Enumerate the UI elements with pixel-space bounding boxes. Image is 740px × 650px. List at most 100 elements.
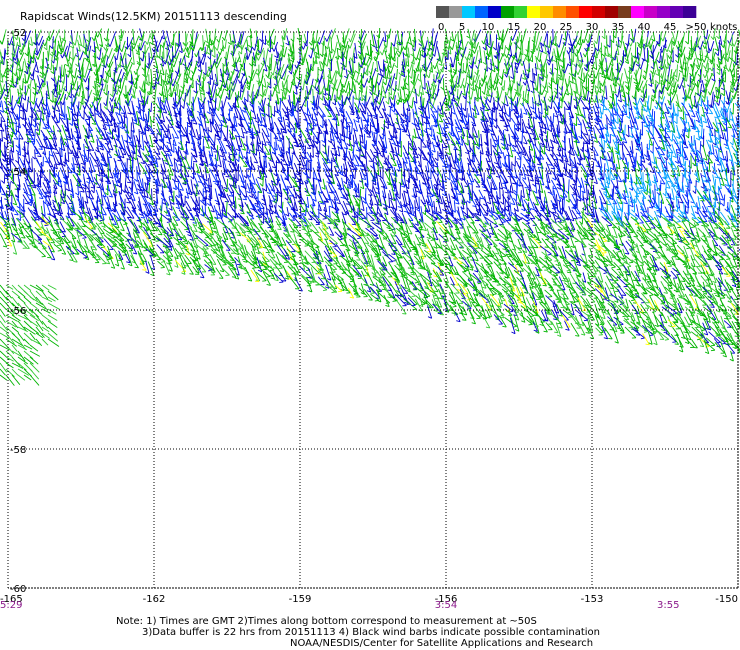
legend-swatch xyxy=(449,6,463,18)
legend-swatch xyxy=(618,6,632,18)
wind-barb xyxy=(151,40,158,53)
wind-barb xyxy=(320,52,327,66)
wind-barb xyxy=(664,103,670,115)
wind-barb xyxy=(269,223,279,239)
wind-barb xyxy=(418,63,425,73)
wind-barb xyxy=(251,173,256,185)
wind-barb xyxy=(642,67,648,79)
wind-barb xyxy=(60,64,66,78)
wind-barb xyxy=(707,80,716,96)
wind-barb xyxy=(70,110,78,122)
wind-barb xyxy=(281,68,287,81)
wind-barb xyxy=(161,101,168,114)
wind-barb xyxy=(30,90,37,105)
wind-barb xyxy=(381,101,386,111)
wind-barb xyxy=(695,127,701,141)
wind-barb xyxy=(418,30,425,43)
wind-barb xyxy=(245,46,253,60)
wind-barb xyxy=(328,194,334,209)
wind-barb xyxy=(35,221,44,234)
wind-barb xyxy=(714,36,719,52)
wind-barb xyxy=(72,31,79,46)
wind-barb xyxy=(401,66,406,78)
wind-barb xyxy=(60,40,67,53)
wind-barb xyxy=(408,218,415,228)
wind-barb xyxy=(94,151,99,162)
wind-barb xyxy=(214,67,219,86)
wind-barb xyxy=(432,56,441,70)
wind-barb xyxy=(557,67,563,81)
wind-barb xyxy=(472,42,480,54)
wind-barb xyxy=(721,84,725,97)
wind-barb xyxy=(601,28,606,40)
wind-barb xyxy=(521,84,528,102)
wind-barb xyxy=(648,40,654,49)
wind-barb xyxy=(608,67,613,82)
wind-barb xyxy=(160,165,168,180)
wind-barb xyxy=(41,245,52,259)
wind-barb xyxy=(222,61,229,74)
wind-barb xyxy=(178,161,182,179)
wind-barb xyxy=(488,59,492,71)
wind-barb xyxy=(30,68,35,81)
wind-barb xyxy=(340,35,347,50)
wind-barb xyxy=(46,150,50,164)
wind-barb xyxy=(102,70,109,83)
wind-barb xyxy=(114,42,121,52)
wind-barb xyxy=(709,58,716,72)
wind-barb xyxy=(155,68,160,85)
wind-barb xyxy=(427,46,435,58)
wind-barb xyxy=(386,193,391,209)
wind-barb xyxy=(71,67,78,79)
wind-barb xyxy=(712,122,720,132)
wind-barb xyxy=(709,48,714,63)
wind-barb xyxy=(230,44,236,57)
wind-barb xyxy=(42,36,49,47)
wind-barb xyxy=(493,42,500,59)
wind-barb xyxy=(689,69,699,84)
wind-barb xyxy=(317,69,324,83)
wind-barb xyxy=(729,103,734,115)
wind-barb xyxy=(468,56,475,69)
wind-barb xyxy=(593,57,598,71)
wind-barb xyxy=(435,62,440,74)
wind-barb xyxy=(175,182,180,199)
wind-barb xyxy=(307,157,312,172)
legend-label: 25 xyxy=(560,22,573,33)
wind-barbs xyxy=(0,27,740,386)
wind-barb xyxy=(504,184,509,194)
wind-barb xyxy=(414,234,422,246)
wind-barb xyxy=(17,68,24,81)
wind-barb xyxy=(288,217,299,229)
wind-barb xyxy=(91,31,98,42)
wind-barb xyxy=(455,46,460,62)
wind-barb xyxy=(719,145,725,161)
wind-barb xyxy=(644,167,649,184)
wind-barb xyxy=(248,28,253,39)
wind-barb xyxy=(522,60,527,76)
wind-barb xyxy=(398,33,403,45)
wind-barb xyxy=(527,123,535,135)
wind-barb xyxy=(99,33,104,48)
wind-barb xyxy=(671,218,682,229)
wind-barb xyxy=(628,119,633,130)
wind-barb xyxy=(380,59,385,72)
wind-barb xyxy=(170,70,180,87)
wind-barb xyxy=(617,35,624,49)
wind-barb xyxy=(499,69,505,80)
wind-barb xyxy=(104,185,109,196)
wind-barb xyxy=(363,50,374,66)
wind-barb xyxy=(285,35,290,46)
wind-barb xyxy=(307,78,314,95)
wind-barb xyxy=(75,182,80,196)
wind-barb xyxy=(83,67,92,83)
wind-barb xyxy=(379,45,387,56)
wind-barb xyxy=(214,57,222,69)
wind-barb xyxy=(300,105,308,122)
wind-barb xyxy=(723,132,728,147)
wind-barb xyxy=(222,72,230,89)
wind-barb xyxy=(318,61,323,72)
wind-barb xyxy=(360,179,365,190)
wind-barb xyxy=(281,237,287,246)
wind-barb xyxy=(536,52,542,63)
